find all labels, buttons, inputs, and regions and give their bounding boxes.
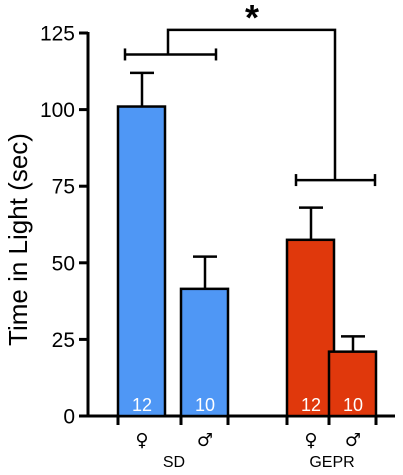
bar-n-label: 10 [343,395,363,415]
bar-n-label: 12 [132,395,152,415]
bar [327,350,378,418]
x-tick-label: ♀ [304,430,317,451]
y-tick-label: 0 [63,406,75,429]
significance-asterisk: * [245,0,259,38]
bar-n-label: 10 [195,395,215,415]
group-label: GEPR [309,454,354,471]
y-axis-title: Time in Light (sec) [3,133,33,346]
x-tick-label: ♂ [345,430,361,451]
significance-connector [166,28,337,181]
x-tick-label: ♂ [197,430,213,451]
y-tick-label: 100 [40,99,75,122]
y-tick-label: 50 [52,252,75,275]
y-tick-label: 125 [40,23,75,46]
y-tick-label: 75 [52,176,75,199]
bar [285,238,336,418]
significance-layer: * [123,0,377,187]
bar-layer [116,71,378,418]
bar [179,287,230,418]
y-tick-label: 25 [52,329,75,352]
label-layer: 12 ♀ 10 ♂ 12 ♀ 10 ♂ SD GEPR [132,395,363,471]
bar [116,105,167,418]
x-tick-label: ♀ [135,430,148,451]
bar-n-label: 12 [301,395,321,415]
group-label: SD [163,454,185,471]
axis-layer: 0 25 50 75 100 125 Time in Light (sec) [3,23,395,429]
